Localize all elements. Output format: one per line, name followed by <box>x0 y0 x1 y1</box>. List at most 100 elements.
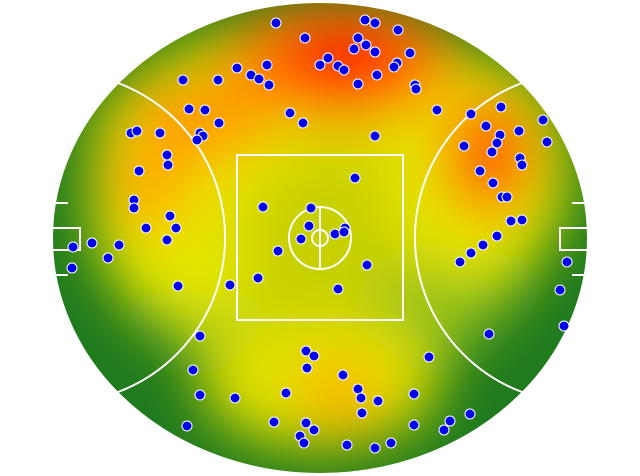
point <box>253 73 265 85</box>
point <box>181 420 193 432</box>
point <box>128 202 140 214</box>
point <box>299 32 311 44</box>
point <box>355 392 367 404</box>
point <box>329 228 341 240</box>
point <box>338 64 350 76</box>
point <box>369 130 381 142</box>
point <box>561 256 573 268</box>
points <box>66 14 573 454</box>
point <box>300 417 312 429</box>
point <box>66 262 78 274</box>
point <box>322 52 334 64</box>
point <box>464 408 476 420</box>
point <box>224 279 236 291</box>
point <box>161 149 173 161</box>
point <box>191 134 203 146</box>
point <box>423 351 435 363</box>
point <box>513 125 525 137</box>
point <box>261 59 273 71</box>
point <box>369 46 381 58</box>
point <box>372 395 384 407</box>
point <box>154 127 166 139</box>
point <box>194 389 206 401</box>
point <box>505 215 517 227</box>
point <box>408 419 420 431</box>
point <box>231 62 243 74</box>
point <box>303 220 315 232</box>
point <box>257 201 269 213</box>
point <box>465 247 477 259</box>
point <box>172 280 184 292</box>
point <box>359 14 371 26</box>
point <box>263 79 275 91</box>
point <box>199 104 211 116</box>
point <box>86 237 98 249</box>
point <box>131 125 143 137</box>
point <box>477 239 489 251</box>
point <box>558 320 570 332</box>
point <box>113 239 125 251</box>
point <box>388 61 400 73</box>
point <box>352 383 364 395</box>
point <box>516 214 528 226</box>
point <box>537 114 549 126</box>
point <box>252 272 264 284</box>
point <box>140 222 152 234</box>
point <box>170 222 182 234</box>
point <box>297 117 309 129</box>
point <box>369 442 381 454</box>
point <box>361 259 373 271</box>
point <box>162 159 174 171</box>
point <box>161 234 173 246</box>
point <box>314 59 326 71</box>
point <box>301 362 313 374</box>
point <box>332 283 344 295</box>
point <box>308 424 320 436</box>
point <box>352 32 364 44</box>
point <box>486 146 498 158</box>
point <box>305 202 317 214</box>
point <box>458 140 470 152</box>
point <box>300 345 312 357</box>
point <box>177 74 189 86</box>
point <box>408 388 420 400</box>
point <box>133 165 145 177</box>
point <box>487 177 499 189</box>
point <box>554 284 566 296</box>
point <box>438 424 450 436</box>
point <box>212 74 224 86</box>
point <box>410 83 422 95</box>
point <box>491 230 503 242</box>
point <box>295 233 307 245</box>
point <box>183 103 195 115</box>
point <box>392 24 404 36</box>
point <box>341 439 353 451</box>
point <box>516 159 528 171</box>
point <box>404 47 416 59</box>
point <box>187 364 199 376</box>
point <box>491 137 503 149</box>
point <box>194 330 206 342</box>
point <box>349 172 361 184</box>
point <box>483 328 495 340</box>
point <box>348 43 360 55</box>
point <box>356 407 368 419</box>
point <box>298 437 310 449</box>
point <box>385 437 397 449</box>
point <box>454 256 466 268</box>
point <box>371 69 383 81</box>
point <box>501 191 513 203</box>
point <box>474 165 486 177</box>
point <box>229 392 241 404</box>
point <box>444 415 456 427</box>
point <box>284 107 296 119</box>
point <box>272 245 284 257</box>
point <box>480 120 492 132</box>
point <box>369 17 381 29</box>
point <box>213 117 225 129</box>
point <box>338 226 350 238</box>
point <box>431 104 443 116</box>
point <box>67 241 79 253</box>
point <box>360 39 372 51</box>
